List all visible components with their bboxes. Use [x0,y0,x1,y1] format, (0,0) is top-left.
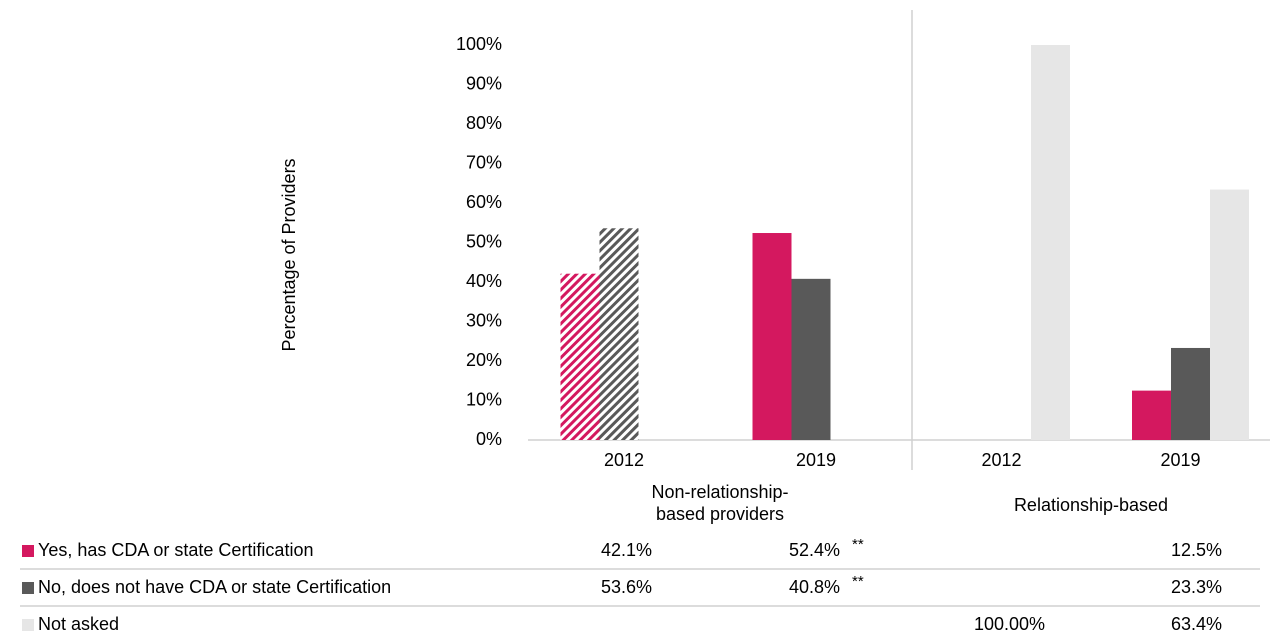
group-label: Relationship-based [1013,495,1169,515]
bar [791,278,831,440]
legend-label: Yes, has CDA or state Certification [38,540,313,560]
significance-mark: ** [852,536,864,553]
table-value: 63.4% [1171,614,1222,634]
bar [1171,347,1210,440]
x-tick-label: 2019 [796,450,836,470]
table-value: 23.3% [1171,577,1222,597]
table-value: 12.5% [1171,540,1222,560]
legend-label: Not asked [38,614,119,634]
y-tick-label: 60% [466,192,502,212]
y-tick-label: 10% [466,389,502,409]
y-tick-label: 0% [476,429,502,449]
y-tick-label: 100% [456,34,502,54]
table-value: 40.8% [789,577,840,597]
group-label: Non-relationship-based providers [651,482,789,524]
y-tick-label: 80% [466,113,502,133]
table-value: 42.1% [601,540,652,560]
bar [599,228,639,440]
legend-swatch [22,582,34,594]
bar [752,233,792,440]
bar [560,273,600,440]
table-value: 52.4% [789,540,840,560]
y-axis-label: Percentage of Providers [279,158,299,351]
legend-swatch [22,545,34,557]
x-tick-label: 2019 [1160,450,1200,470]
y-tick-label: 30% [466,310,502,330]
y-tick-label: 50% [466,231,502,251]
significance-mark: ** [852,573,864,590]
y-tick-label: 90% [466,73,502,93]
table-value: 53.6% [601,577,652,597]
legend-swatch [22,619,34,631]
y-tick-label: 20% [466,350,502,370]
legend-label: No, does not have CDA or state Certifica… [38,577,391,597]
table-value: 100.00% [974,614,1045,634]
bar [1210,189,1249,440]
bar [1031,45,1070,440]
x-tick-label: 2012 [981,450,1021,470]
bar [1132,390,1171,440]
y-tick-label: 70% [466,152,502,172]
x-tick-label: 2012 [604,450,644,470]
y-tick-label: 40% [466,271,502,291]
